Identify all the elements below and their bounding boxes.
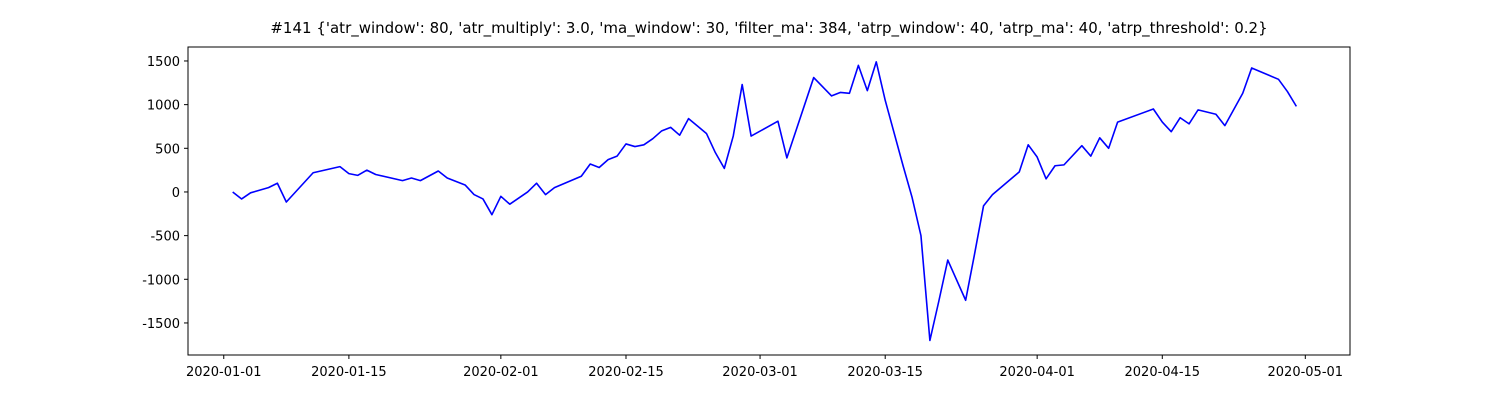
x-tick-label: 2020-04-01: [999, 365, 1075, 380]
y-tick-label: 1500: [147, 55, 180, 70]
y-tick-label: -1000: [142, 273, 180, 288]
x-tick-label: 2020-02-01: [463, 365, 539, 380]
x-tick-label: 2020-03-15: [847, 365, 923, 380]
x-tick-label: 2020-04-15: [1125, 365, 1201, 380]
x-tick-label: 2020-03-01: [722, 365, 798, 380]
y-tick-label: 500: [155, 142, 180, 157]
chart-title: #141 {'atr_window': 80, 'atr_multiply': …: [270, 19, 1267, 38]
plot-frame: [187, 46, 1351, 356]
x-tick-label: 2020-01-15: [311, 365, 387, 380]
y-tick-label: 1000: [147, 99, 180, 114]
y-tick-label: -1500: [142, 317, 180, 332]
y-tick-label: 0: [172, 186, 180, 201]
y-tick-label: -500: [150, 230, 180, 245]
x-tick-label: 2020-02-15: [588, 365, 664, 380]
x-tick-label: 2020-01-01: [186, 365, 262, 380]
x-tick-label: 2020-05-01: [1268, 365, 1344, 380]
line-series: [232, 61, 1298, 342]
